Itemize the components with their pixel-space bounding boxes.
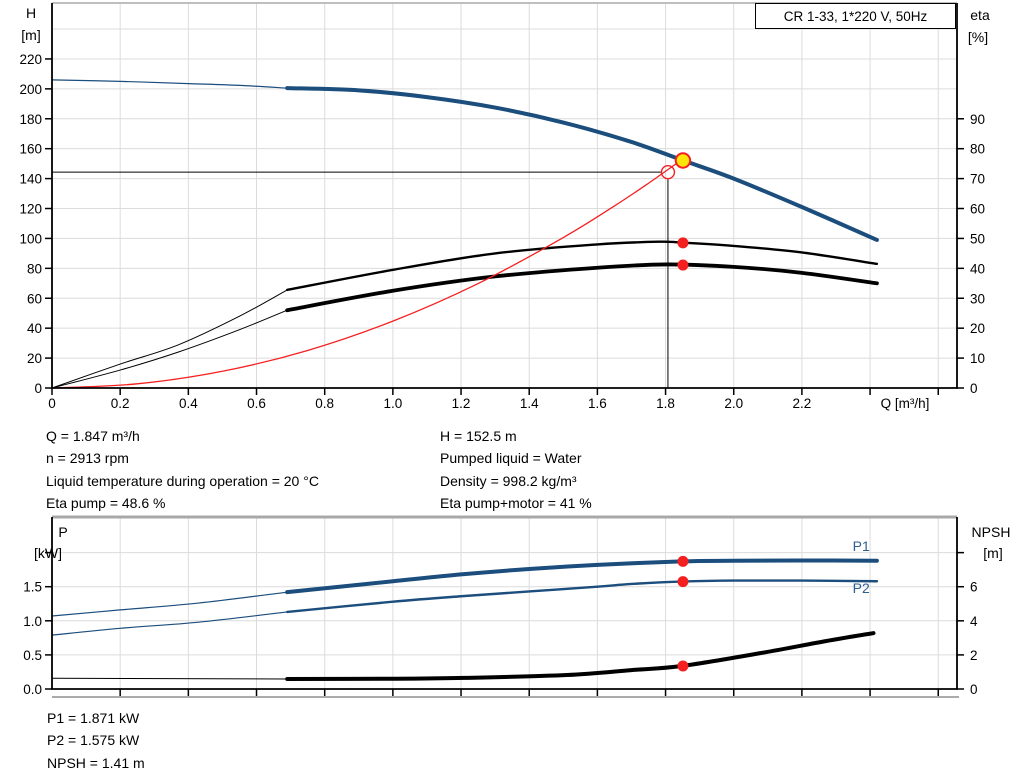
tick-label-left: 80 — [27, 261, 42, 276]
info-eta-pump-motor: Eta pump+motor = 41 % — [440, 495, 592, 511]
tick-label-right: 0 — [970, 381, 978, 396]
tick-label-left: 1.5 — [23, 580, 42, 595]
tick-label-left: 20 — [27, 351, 42, 366]
info-head: H = 152.5 m — [440, 428, 517, 444]
pump-title-box: CR 1-33, 1*220 V, 50Hz — [755, 3, 956, 29]
p2-curve — [285, 579, 879, 614]
npsh-curve-upstream — [51, 677, 288, 680]
right-axis-title: NPSH — [972, 524, 1011, 540]
tick-label-x: 1.2 — [452, 396, 471, 411]
info-density: Density = 998.2 kg/m³ — [440, 473, 577, 489]
p1-curve-label: P1 — [853, 538, 870, 554]
left-axis-title: [kW] — [34, 545, 62, 561]
tick-label-x: 0 — [48, 396, 56, 411]
p2-curve-label: P2 — [853, 580, 870, 596]
p1-curve — [285, 558, 879, 595]
x-axis-title: Q [m³/h] — [881, 396, 930, 411]
tick-label-right: 90 — [970, 112, 985, 127]
left-axis-title: H — [26, 5, 36, 21]
actual-duty-point — [674, 152, 692, 169]
info-npsh: NPSH = 1.41 m — [47, 755, 145, 771]
tick-label-left: 40 — [27, 321, 42, 336]
tick-label-left: 60 — [27, 291, 42, 306]
eta-pump-motor-curve — [285, 262, 879, 313]
info-eta-pump: Eta pump = 48.6 % — [46, 495, 166, 511]
tick-label-x: 0.6 — [247, 396, 266, 411]
tick-label-left: 0 — [34, 381, 42, 396]
tick-label-x: 1.0 — [383, 396, 402, 411]
tick-label-x: 2.2 — [793, 396, 812, 411]
right-axis-title: eta — [970, 7, 990, 23]
eta-pump-duty-dot — [677, 237, 689, 249]
affinity-parabola — [51, 159, 683, 389]
info-temperature: Liquid temperature during operation = 20… — [46, 473, 319, 489]
tick-label-right: 10 — [970, 351, 985, 366]
eta-pump-curve-upstream — [51, 289, 288, 389]
tick-label-right: 30 — [970, 291, 985, 306]
p1-curve-upstream — [51, 591, 288, 617]
eta-pump-motor-duty-dot — [677, 259, 689, 271]
tick-label-x: 1.4 — [520, 396, 539, 411]
head-curve — [285, 86, 879, 242]
p1-duty-dot — [677, 555, 689, 567]
tick-label-right: 6 — [970, 580, 978, 595]
tick-label-x: 1.6 — [588, 396, 607, 411]
tick-label-right: 50 — [970, 231, 985, 246]
tick-label-right: 4 — [970, 614, 978, 629]
tick-label-x: 2.0 — [724, 396, 743, 411]
right-axis-title: [m] — [983, 545, 1002, 561]
tick-label-right: 0 — [970, 682, 978, 697]
tick-label-left: 200 — [19, 82, 42, 97]
left-axis-title: [m] — [21, 27, 40, 43]
grid — [52, 3, 957, 388]
tick-label-x: 0.8 — [315, 396, 334, 411]
p2-duty-dot — [677, 576, 689, 588]
bottom-chart: P1 P2 0.0 0.5 1.0 1.5 0 2 4 6 P [kW] NPSH [m] — [23, 515, 1011, 698]
npsh-duty-dot — [677, 660, 689, 672]
tick-label-right: 2 — [970, 648, 978, 663]
info-p2: P2 = 1.575 kW — [47, 732, 140, 748]
tick-label-x: 1.8 — [656, 396, 675, 411]
eta-pump-motor-curve-upstream — [51, 309, 288, 389]
tick-label-left: 220 — [19, 52, 42, 67]
info-flow: Q = 1.847 m³/h — [46, 428, 140, 444]
top-chart: 0 20 40 60 80 100 120 140 160 180 200 220 0 10 20 30 40 5… — [19, 2, 990, 411]
tick-label-right: 40 — [970, 261, 985, 276]
tick-label-right: 70 — [970, 172, 985, 187]
eta-pump-curve — [285, 240, 879, 292]
p2-curve-upstream — [51, 611, 288, 636]
tick-label-left: 160 — [19, 142, 42, 157]
tick-label-left: 120 — [19, 202, 42, 217]
info-speed: n = 2913 rpm — [46, 450, 129, 466]
info-p1: P1 = 1.871 kW — [47, 710, 140, 726]
tick-label-left: 180 — [19, 112, 42, 127]
tick-label-x: 0.2 — [111, 396, 130, 411]
grid — [52, 517, 957, 689]
right-axis-title: [%] — [968, 29, 988, 45]
tick-label-left: 140 — [19, 172, 42, 187]
tick-label-x: 0.4 — [179, 396, 198, 411]
npsh-curve — [285, 631, 876, 681]
info-liquid: Pumped liquid = Water — [440, 450, 582, 466]
head-curve-upstream — [51, 79, 288, 89]
left-axis-title: P — [58, 524, 67, 540]
tick-label-right: 80 — [970, 142, 985, 157]
tick-label-right: 60 — [970, 202, 985, 217]
tick-label-right: 20 — [970, 321, 985, 336]
requested-duty-point — [660, 164, 676, 180]
tick-label-left: 0.0 — [23, 682, 42, 697]
tick-label-left: 100 — [19, 231, 42, 246]
tick-label-left: 1.0 — [23, 614, 42, 629]
tick-label-left: 0.5 — [23, 648, 42, 663]
